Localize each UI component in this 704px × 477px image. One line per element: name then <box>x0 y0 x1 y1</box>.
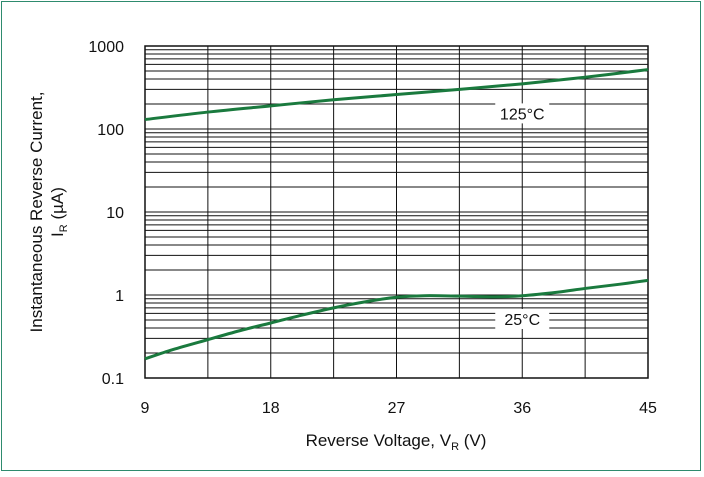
grid <box>145 46 648 378</box>
chart-frame: 125°C 25°C 9 18 27 36 45 0.1 1 10 100 1000 Revers… <box>1 1 701 471</box>
y-axis-title: Instantaneous Reverse Current, IR (µA) <box>27 92 70 333</box>
x-tick-labels: 9 18 27 36 45 <box>141 400 657 417</box>
y-tick-label: 1000 <box>88 39 124 56</box>
y-axis-title-line1: Instantaneous Reverse Current, <box>27 92 46 333</box>
series-lines <box>144 68 649 361</box>
series-label-25c: 25°C <box>504 312 540 329</box>
annotation-background <box>495 308 550 329</box>
series-line-25c <box>144 278 649 361</box>
annotations: 125°C 25°C <box>495 103 550 329</box>
x-tick-label: 18 <box>262 400 280 417</box>
chart-svg: 125°C 25°C 9 18 27 36 45 0.1 1 10 100 1000 Revers… <box>27 39 657 453</box>
x-tick-label: 36 <box>513 400 531 417</box>
y-tick-label: 1 <box>115 288 124 305</box>
series-line-125c <box>144 68 649 122</box>
plot-area-border <box>144 45 649 379</box>
annotation-background <box>495 103 550 124</box>
y-tick-label: 100 <box>97 122 124 139</box>
y-tick-labels: 0.1 1 10 100 1000 <box>88 39 124 388</box>
x-tick-label: 9 <box>141 400 150 417</box>
y-axis-title-line2: IR (µA) <box>48 187 70 237</box>
x-axis-title: Reverse Voltage, VR (V) <box>306 431 487 453</box>
x-tick-label: 45 <box>639 400 657 417</box>
y-tick-label: 10 <box>106 205 124 222</box>
x-tick-label: 27 <box>388 400 406 417</box>
y-tick-label: 0.1 <box>102 371 124 388</box>
series-label-125c: 125°C <box>500 106 545 123</box>
